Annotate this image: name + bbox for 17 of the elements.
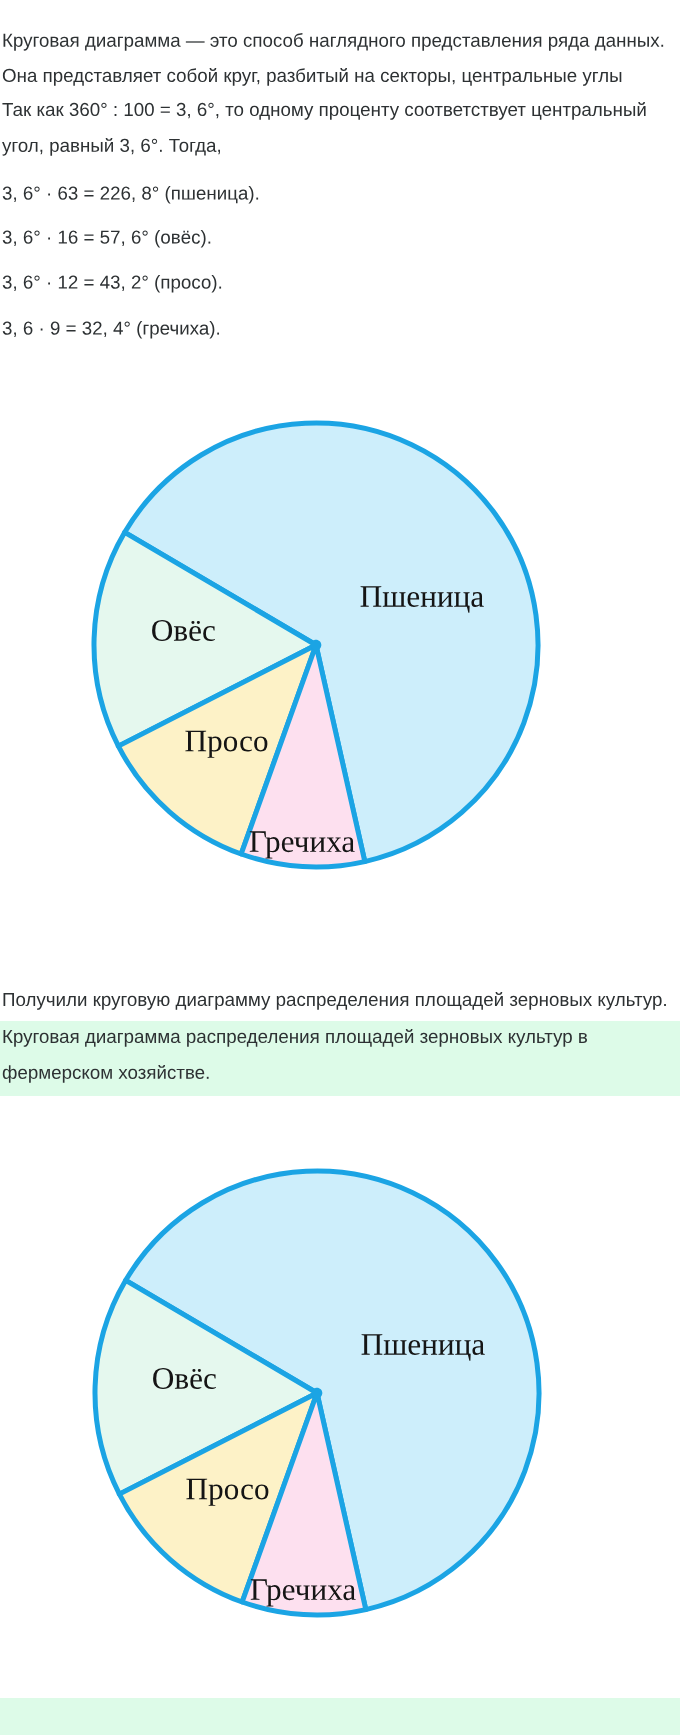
slice-label: Просо [186, 1478, 269, 1506]
slice-label: Пшеница [361, 1334, 485, 1361]
slice-label: Просо [185, 730, 268, 758]
text: Круговая диаграмма — это способ наглядного представления ряда данных. [3, 33, 664, 51]
slice-label: Пшеница [360, 586, 484, 613]
chart-title: Круговая диаграмма распределения площадей зерновых культур в фермерском хозяйстве. [2, 1029, 588, 1083]
text: Получили круговую диаграмму распределения площадей зерновых культур. [3, 992, 666, 1010]
slice-label: Гречиха [249, 831, 355, 859]
slice-label: Овёс [153, 1367, 216, 1389]
text: 3, 6° · 16 = 57, 6° (овёс). [2, 230, 211, 248]
text: 3, 6° · 12 = 43, 2° (просо). [2, 275, 222, 293]
text: Так как 360° : 100 = 3, 6°, то одному проценту соответствует центральный угол, равный 3, 6°. Тогда, [2, 102, 646, 156]
slice-label: Гречиха [250, 1579, 356, 1607]
text: Она представляет собой круг, разбитый на секторы, центральные углы [2, 68, 622, 86]
slice-label: Овёс [152, 619, 215, 641]
text: 3, 6 · 9 = 32, 4° (гречиха). [2, 321, 220, 339]
text: 3, 6° · 63 = 226, 8° (пшеница). [2, 186, 259, 204]
